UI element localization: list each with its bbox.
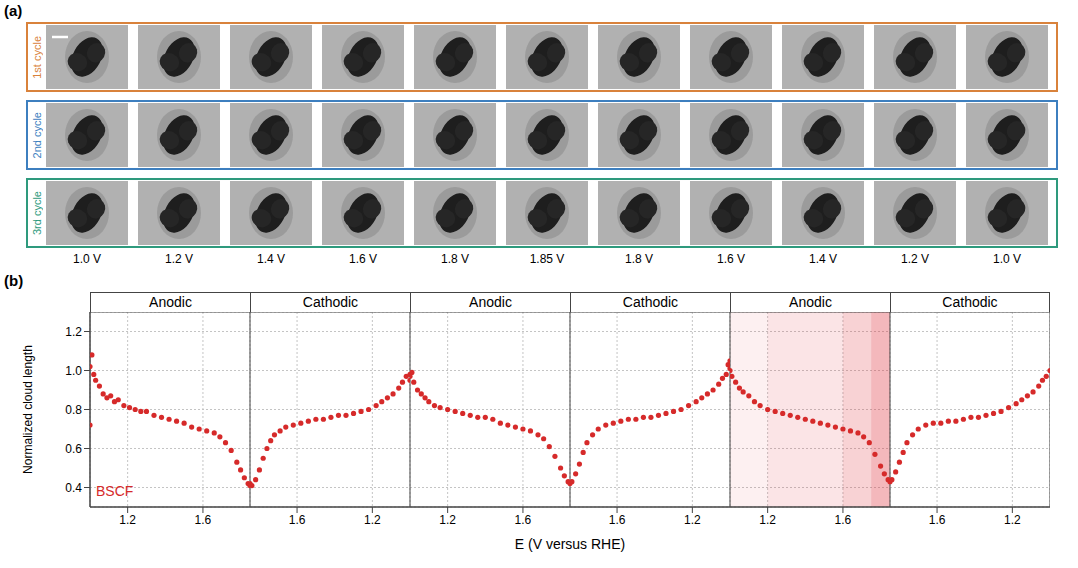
html-text:(a): (a) [4,2,23,19]
html-text:1.0 V: 1.0 V [73,252,101,266]
html-text:E (V versus RHE): E (V versus RHE) [514,536,626,552]
svg-text:1.0: 1.0 [65,364,82,378]
html-text:Cathodic: Cathodic [302,294,359,310]
html-text:1.6 V: 1.6 V [349,252,377,266]
html-text:1.2 V: 1.2 V [165,252,193,266]
svg-text:0.8: 0.8 [65,403,82,417]
html-text:1st cycle: 1st cycle [30,35,43,79]
html-text:1.8 V: 1.8 V [625,252,653,266]
html-text:Cathodic: Cathodic [622,294,679,310]
html-text:(b): (b) [4,272,24,289]
svg-text:1.2: 1.2 [1004,513,1021,527]
html-text:Cathodic: Cathodic [942,294,998,310]
svg-text:1.6: 1.6 [609,513,626,527]
html-text:BSCF: BSCF [96,483,134,499]
html-text:1.6 V: 1.6 V [717,252,745,266]
html-text:1.4 V: 1.4 V [809,252,837,266]
html-text:1.0 V: 1.0 V [993,252,1021,266]
html-text:Anodic: Anodic [469,294,512,310]
html-text:Anodic: Anodic [149,294,192,310]
html-text:3rd cycle: 3rd cycle [30,191,43,235]
svg-text:0.6: 0.6 [65,442,82,456]
svg-text:1.6: 1.6 [195,513,212,527]
html-text:2nd cycle: 2nd cycle [30,111,43,159]
html-text:1.4 V: 1.4 V [257,252,285,266]
html-text:1.85 V: 1.85 V [529,252,565,266]
svg-text:1.6: 1.6 [515,513,532,527]
svg-text:1.2: 1.2 [439,513,456,527]
svg-text:1.2: 1.2 [364,513,381,527]
svg-text:1.2: 1.2 [119,513,136,527]
html-text:1.8 V: 1.8 V [441,252,469,266]
svg-text:1.6: 1.6 [289,513,306,527]
html-text:1.2 V: 1.2 V [901,252,929,266]
svg-text:1.2: 1.2 [65,325,82,339]
svg-text:Normalized cloud length: Normalized cloud length [21,345,35,474]
svg-text:0.4: 0.4 [65,481,82,495]
svg-text:1.2: 1.2 [759,513,776,527]
svg-text:1.6: 1.6 [835,513,852,527]
svg-text:1.6: 1.6 [929,513,946,527]
svg-text:1.2: 1.2 [684,513,701,527]
html-text:Anodic: Anodic [789,294,832,310]
